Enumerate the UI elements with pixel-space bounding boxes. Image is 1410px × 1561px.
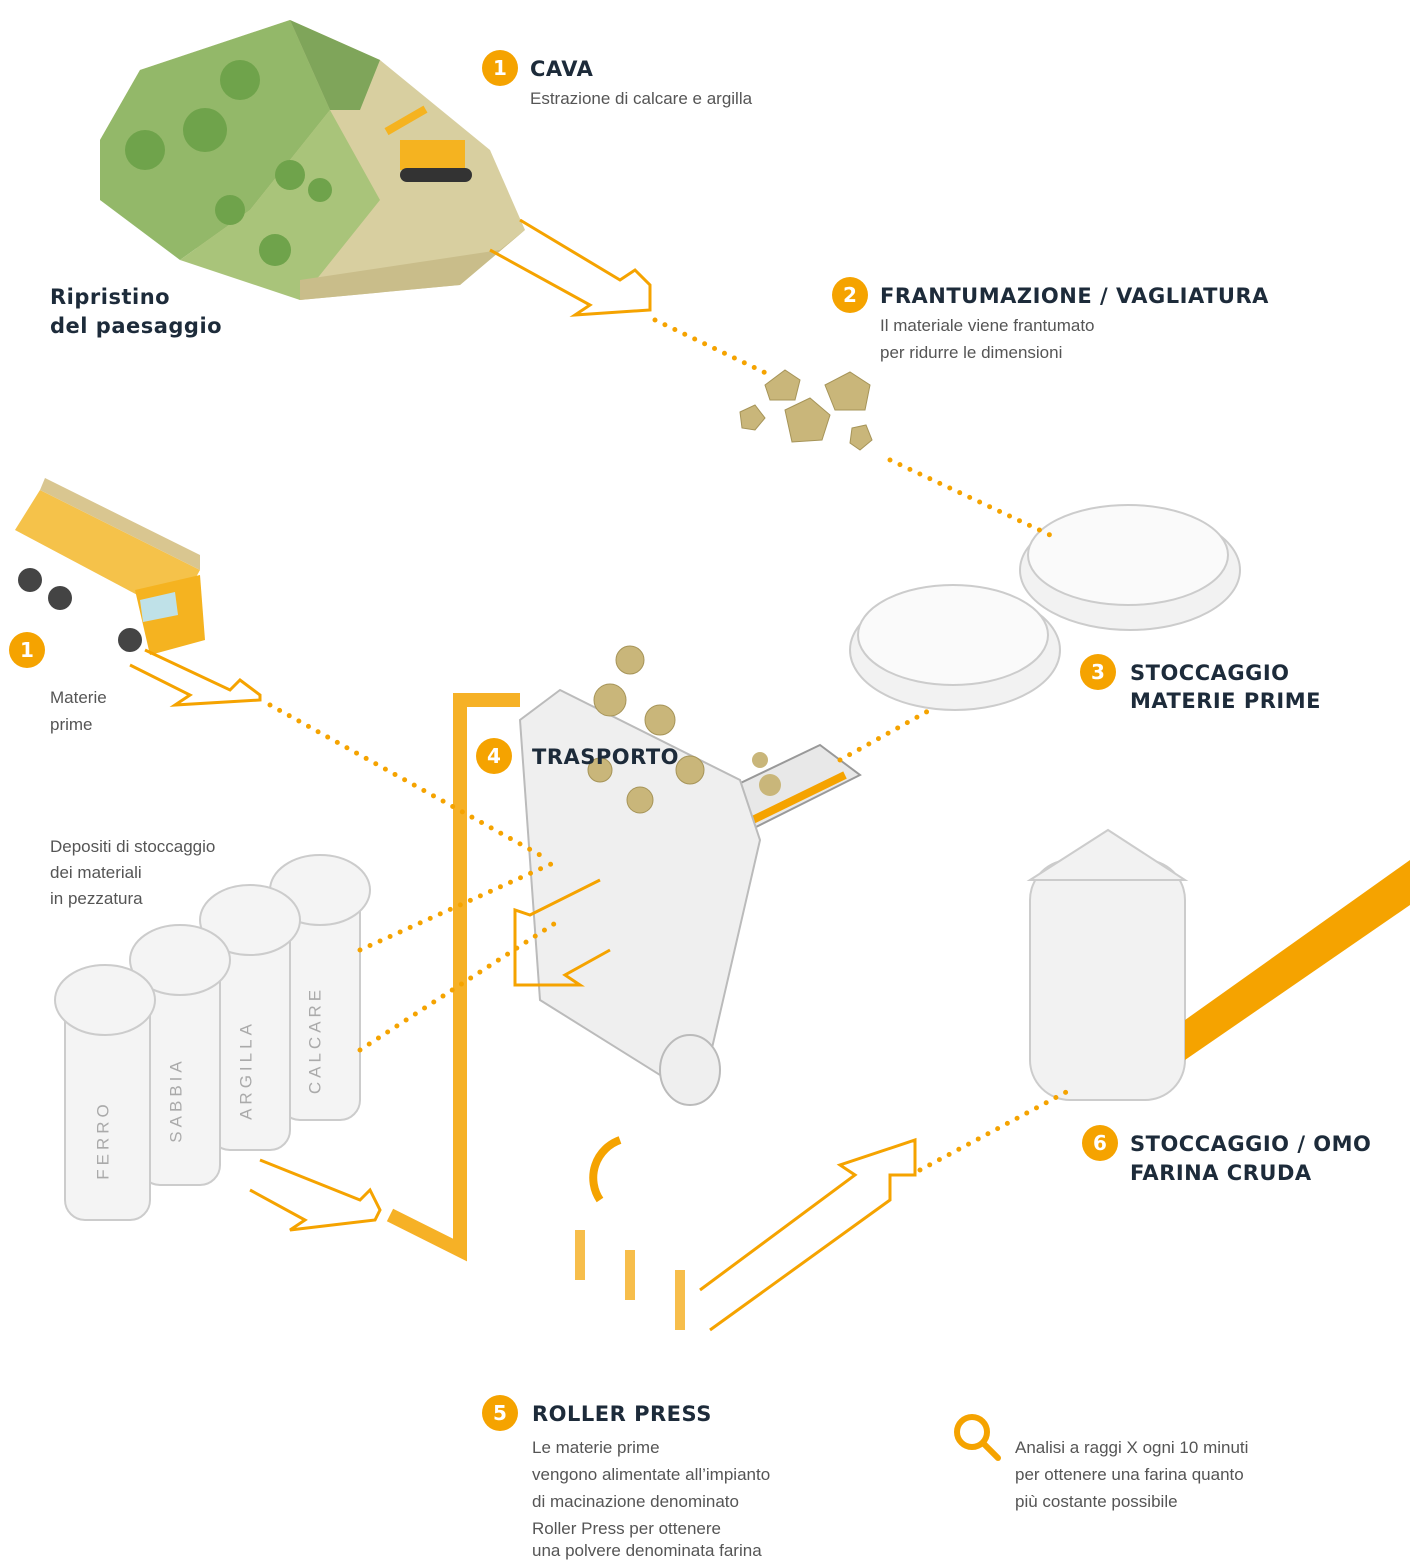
step-number: 2 [843, 283, 857, 307]
diagram: 1 2 3 4 5 6 1 CAVA Estrazione di calcare… [0, 0, 1410, 1561]
truck [15, 478, 205, 655]
step-title: TRASPORTO [532, 745, 679, 769]
step-description: vengono alimentate all’impianto [532, 1465, 770, 1484]
silo-label: ARGILLA [237, 1020, 256, 1120]
note: più costante possibile [1015, 1492, 1178, 1511]
step-number: 3 [1091, 660, 1105, 684]
step-title: FARINA CRUDA [1130, 1161, 1312, 1185]
note: per ottenere una farina quanto [1015, 1465, 1244, 1484]
step-title: FRANTUMAZIONE / VAGLIATURA [880, 284, 1269, 308]
label: Ripristino [50, 285, 170, 309]
step-title: STOCCAGGIO / OMO [1130, 1132, 1371, 1156]
step-number: 6 [1093, 1131, 1107, 1155]
step-number: 1 [20, 638, 34, 662]
step-description: Estrazione di calcare e argilla [530, 89, 753, 108]
label: dei materiali [50, 863, 142, 882]
step-description: per ridurre le dimensioni [880, 343, 1062, 362]
roller-press [520, 646, 760, 1105]
label: Materie [50, 688, 107, 707]
silo-label: FERRO [94, 1100, 113, 1180]
step-description: Il materiale viene frantumato [880, 316, 1095, 335]
label: in pezzatura [50, 889, 143, 908]
silo-label: SABBIA [167, 1057, 186, 1142]
label: Depositi di stoccaggio [50, 837, 215, 856]
quarry-illustration [100, 20, 525, 300]
step-description: di macinazione denominato [532, 1492, 739, 1511]
step-description: Roller Press per ottenere [532, 1519, 721, 1538]
magnifier-icon [957, 1417, 998, 1458]
label: prime [50, 715, 93, 734]
note: Analisi a raggi X ogni 10 minuti [1015, 1438, 1248, 1457]
step-description: Le materie prime [532, 1438, 660, 1457]
step-number: 1 [493, 56, 507, 80]
step-title: CAVA [530, 57, 594, 81]
silo-label: CALCARE [306, 986, 325, 1094]
raw-meal-silo [1030, 830, 1410, 1100]
step-title: ROLLER PRESS [532, 1402, 712, 1426]
step-description: una polvere denominata farina [532, 1541, 762, 1560]
rocks [740, 370, 872, 450]
step-number: 5 [493, 1401, 507, 1425]
step-title: STOCCAGGIO [1130, 661, 1290, 685]
label: del paesaggio [50, 314, 222, 338]
step-number: 4 [487, 744, 501, 768]
step-title: MATERIE PRIME [1130, 689, 1321, 713]
